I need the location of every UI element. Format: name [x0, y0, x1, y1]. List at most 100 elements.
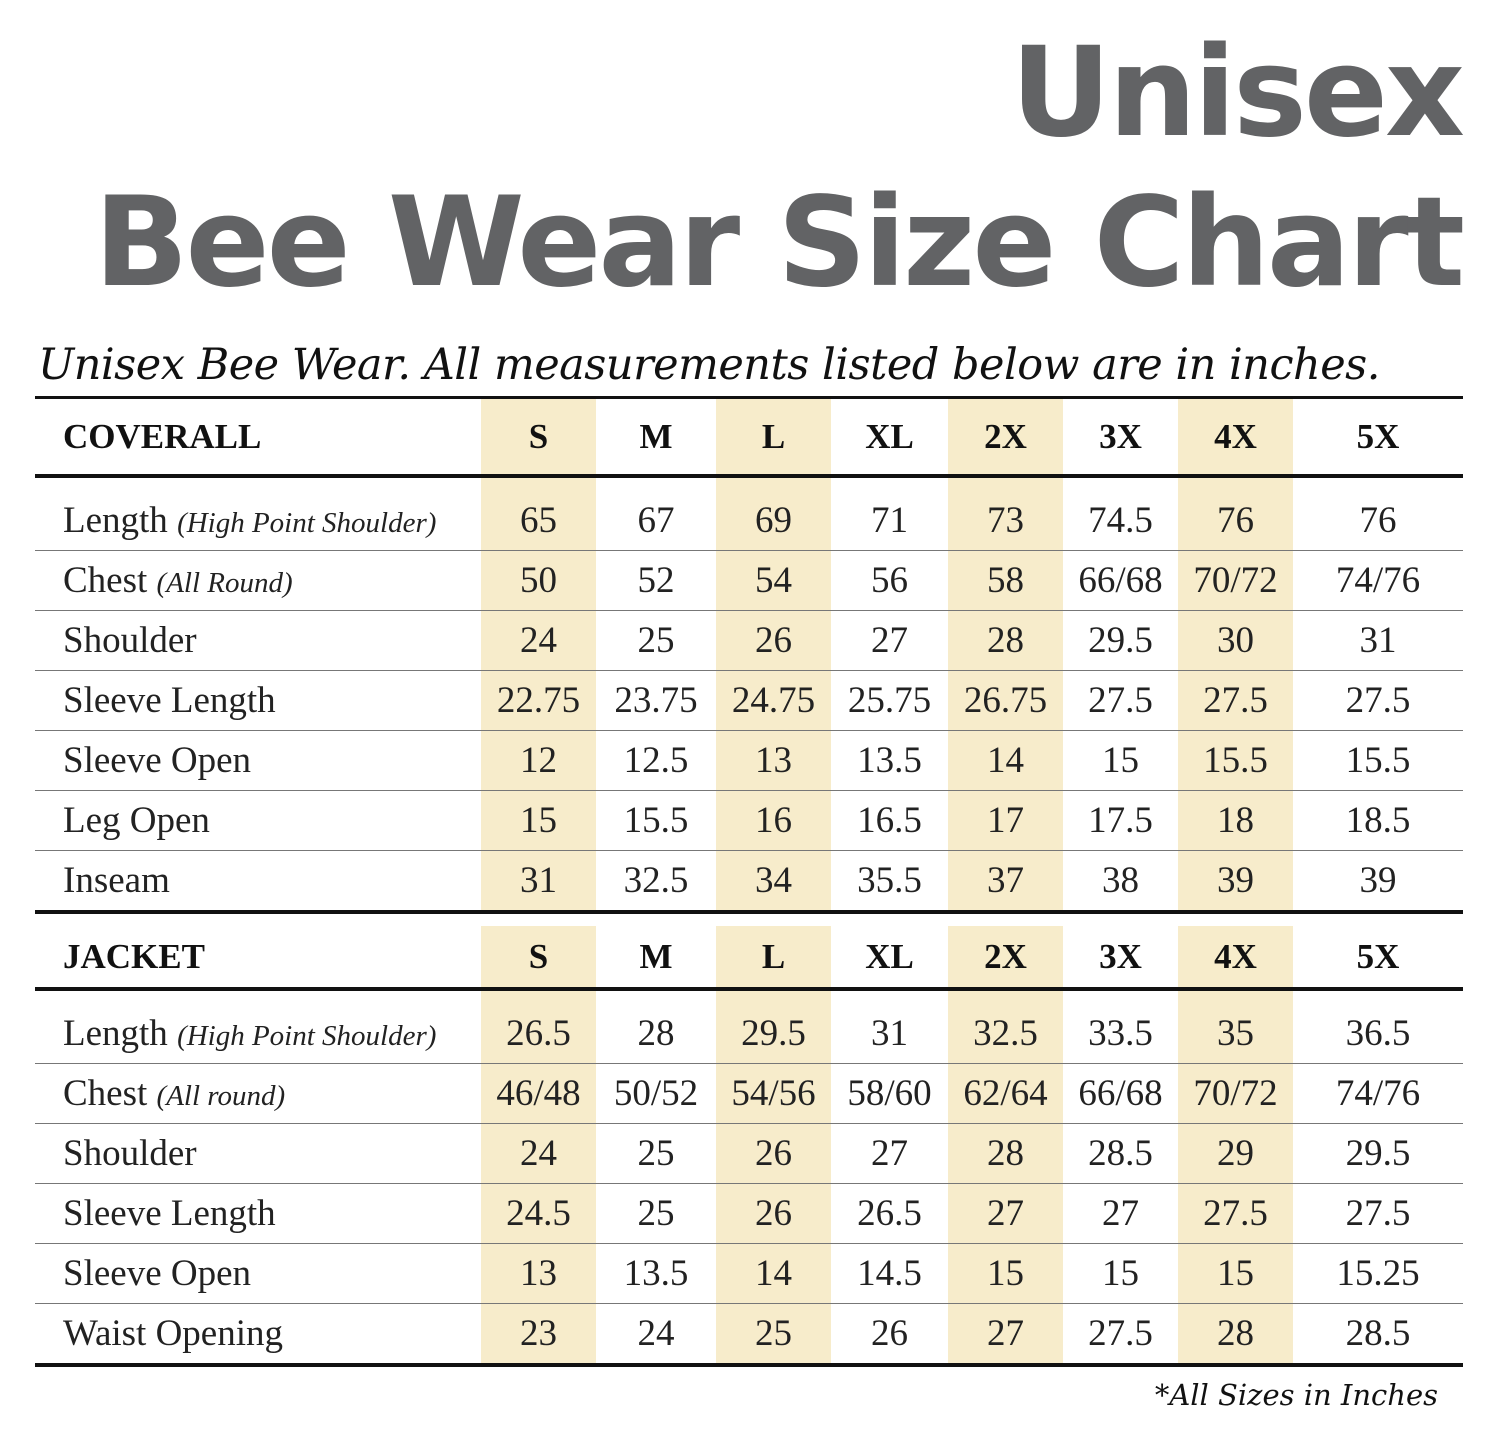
size-value: 14: [716, 1243, 831, 1304]
size-value: 50/52: [596, 1063, 716, 1124]
size-value: 74/76: [1293, 1063, 1463, 1124]
measurement-label: Sleeve Open: [35, 1243, 481, 1304]
size-value: 28.5: [1345, 1313, 1411, 1354]
size-value: 22.75: [481, 670, 596, 731]
size-value: 17: [948, 790, 1063, 851]
size-value: 36.5: [1293, 1004, 1463, 1064]
size-value: 14.5: [831, 1243, 948, 1304]
spacer-cell: [831, 989, 948, 1004]
spacer-cell: [35, 476, 481, 491]
table-row: Sleeve Length 22.75 23.75 24.75 25.75 26.75 27…: [35, 670, 1463, 731]
spacer-cell: [1063, 476, 1178, 491]
size-value: 67: [596, 491, 716, 551]
size-value: 25: [716, 1303, 831, 1365]
size-value: 13: [716, 730, 831, 791]
size-value: 28.5: [1063, 1123, 1178, 1184]
size-value: 15: [1063, 1243, 1178, 1304]
size-value: 27.5: [1178, 1183, 1293, 1244]
size-value: 13: [481, 1243, 596, 1304]
size-value: 70/72: [1178, 550, 1293, 611]
spacer-cell: [1063, 989, 1178, 1004]
measurement-label: Shoulder: [35, 610, 481, 671]
coverall-header-row: COVERALL S M L XL 2X 3X 4X 5X: [35, 397, 1463, 478]
size-value: 26.75: [948, 670, 1063, 731]
measurement-name: Inseam: [63, 860, 170, 901]
measurement-label: Waist Opening: [35, 1304, 481, 1366]
size-value: 66/68: [1063, 550, 1178, 611]
size-value: 54: [716, 550, 831, 611]
size-value: 24.75: [716, 670, 831, 731]
size-value: 27.5: [1178, 670, 1293, 731]
size-value: 15.5: [1293, 730, 1463, 791]
size-value: 23.75: [596, 670, 716, 731]
measurement-name: Sleeve Length: [63, 680, 276, 721]
size-value: 46/48: [481, 1063, 596, 1124]
size-header: 3X: [1063, 397, 1178, 478]
spacer-cell: [716, 989, 831, 1004]
size-value: 73: [948, 491, 1063, 551]
size-value: 54/56: [716, 1063, 831, 1124]
size-value: 26: [716, 1123, 831, 1184]
size-header: 5X: [1293, 397, 1463, 478]
size-value: 69: [716, 491, 831, 551]
size-value: 26: [871, 1313, 908, 1354]
size-value: 25: [596, 1123, 716, 1184]
size-value: 26: [716, 610, 831, 671]
spacer-cell: [1293, 989, 1463, 1004]
size-header: 4X: [1178, 926, 1293, 991]
coverall-heading: COVERALL: [35, 397, 481, 478]
size-value: 27.5: [1063, 670, 1178, 731]
size-value: 28: [1178, 1303, 1293, 1365]
table-row: Chest (All Round) 50 52 54 56 58 66/68 70/72 74/…: [35, 550, 1463, 611]
jacket-heading: JACKET: [35, 926, 481, 991]
size-value: 27.5: [1088, 1313, 1153, 1354]
size-value: 24: [481, 1123, 596, 1184]
size-value: 70/72: [1178, 1063, 1293, 1124]
footnote: *All Sizes in Inches: [1154, 1378, 1438, 1412]
measurement-name: Shoulder: [63, 620, 197, 661]
size-value: 27: [831, 610, 948, 671]
table-row: Length (High Point Shoulder) 65 67 69 71 73 74…: [35, 491, 1463, 551]
spacer-cell: [948, 476, 1063, 491]
measurement-label: Inseam: [35, 851, 481, 913]
measurement-label: Length (High Point Shoulder): [35, 491, 481, 551]
size-value: 27.5: [1293, 1183, 1463, 1244]
measurement-label: Length (High Point Shoulder): [35, 1004, 481, 1064]
spacer-cell: [831, 476, 948, 491]
size-value: 76: [1178, 491, 1293, 551]
measurement-note: (All round): [156, 1080, 286, 1112]
spacer-cell: [1178, 989, 1293, 1004]
size-value: 27: [1063, 1183, 1178, 1244]
table-row: Leg Open 15 15.5 16 16.5 17 17.5 18 18.5: [35, 790, 1463, 851]
size-value: 29.5: [716, 1004, 831, 1064]
size-value: 16.5: [831, 790, 948, 851]
spacer-cell: [716, 476, 831, 491]
spacer-cell: [35, 989, 481, 1004]
spacer-cell: [481, 476, 596, 491]
measurement-name: Leg Open: [63, 800, 210, 841]
spacer-cell: [481, 989, 596, 1004]
size-value: 15: [1063, 730, 1178, 791]
size-value: 28: [948, 610, 1063, 671]
size-value: 12.5: [596, 730, 716, 791]
size-value: 29.5: [1293, 1123, 1463, 1184]
size-value: 27: [831, 1123, 948, 1184]
size-header: L: [716, 926, 831, 991]
table-row: Shoulder 24 25 26 27 28 28.5 29 29.5: [35, 1123, 1463, 1184]
size-value: 65: [481, 491, 596, 551]
size-value: 27: [948, 1183, 1063, 1244]
size-header: M: [596, 397, 716, 478]
table-row: Shoulder 24 25 26 27 28 29.5 30 31: [35, 610, 1463, 671]
size-value: 15.25: [1293, 1243, 1463, 1304]
size-value: 52: [596, 550, 716, 611]
spacer-cell: [596, 989, 716, 1004]
measurement-name: Waist Opening: [63, 1313, 284, 1354]
size-value: 74/76: [1293, 550, 1463, 611]
size-value: 15.5: [596, 790, 716, 851]
spacer-row: [35, 476, 1463, 491]
measurement-name: Sleeve Open: [63, 740, 252, 781]
size-header: 5X: [1293, 926, 1463, 991]
measurement-note: (High Point Shoulder): [177, 507, 437, 539]
table-row: Sleeve Open 13 13.5 14 14.5 15 15 15 15.25: [35, 1243, 1463, 1304]
size-value: 18.5: [1293, 790, 1463, 851]
